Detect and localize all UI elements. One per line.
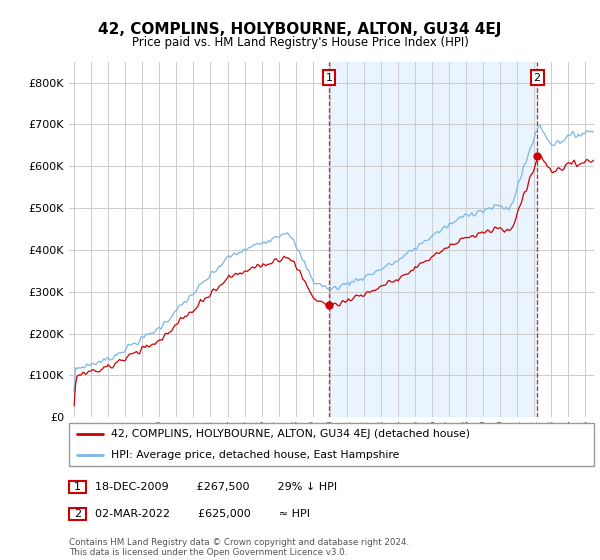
Text: 1: 1 bbox=[74, 482, 81, 492]
Text: 1: 1 bbox=[326, 73, 332, 83]
FancyBboxPatch shape bbox=[69, 423, 594, 466]
Text: 18-DEC-2009        £267,500        29% ↓ HPI: 18-DEC-2009 £267,500 29% ↓ HPI bbox=[95, 482, 337, 492]
Text: 42, COMPLINS, HOLYBOURNE, ALTON, GU34 4EJ (detached house): 42, COMPLINS, HOLYBOURNE, ALTON, GU34 4E… bbox=[111, 430, 470, 440]
Text: 02-MAR-2022        £625,000        ≈ HPI: 02-MAR-2022 £625,000 ≈ HPI bbox=[95, 509, 310, 519]
Text: Price paid vs. HM Land Registry's House Price Index (HPI): Price paid vs. HM Land Registry's House … bbox=[131, 36, 469, 49]
Bar bbox=[329, 62, 537, 417]
Text: HPI: Average price, detached house, East Hampshire: HPI: Average price, detached house, East… bbox=[111, 450, 400, 460]
Text: Contains HM Land Registry data © Crown copyright and database right 2024.
This d: Contains HM Land Registry data © Crown c… bbox=[69, 538, 409, 557]
Text: 2: 2 bbox=[74, 509, 81, 519]
Text: 2: 2 bbox=[533, 73, 541, 83]
Text: 42, COMPLINS, HOLYBOURNE, ALTON, GU34 4EJ: 42, COMPLINS, HOLYBOURNE, ALTON, GU34 4E… bbox=[98, 22, 502, 38]
